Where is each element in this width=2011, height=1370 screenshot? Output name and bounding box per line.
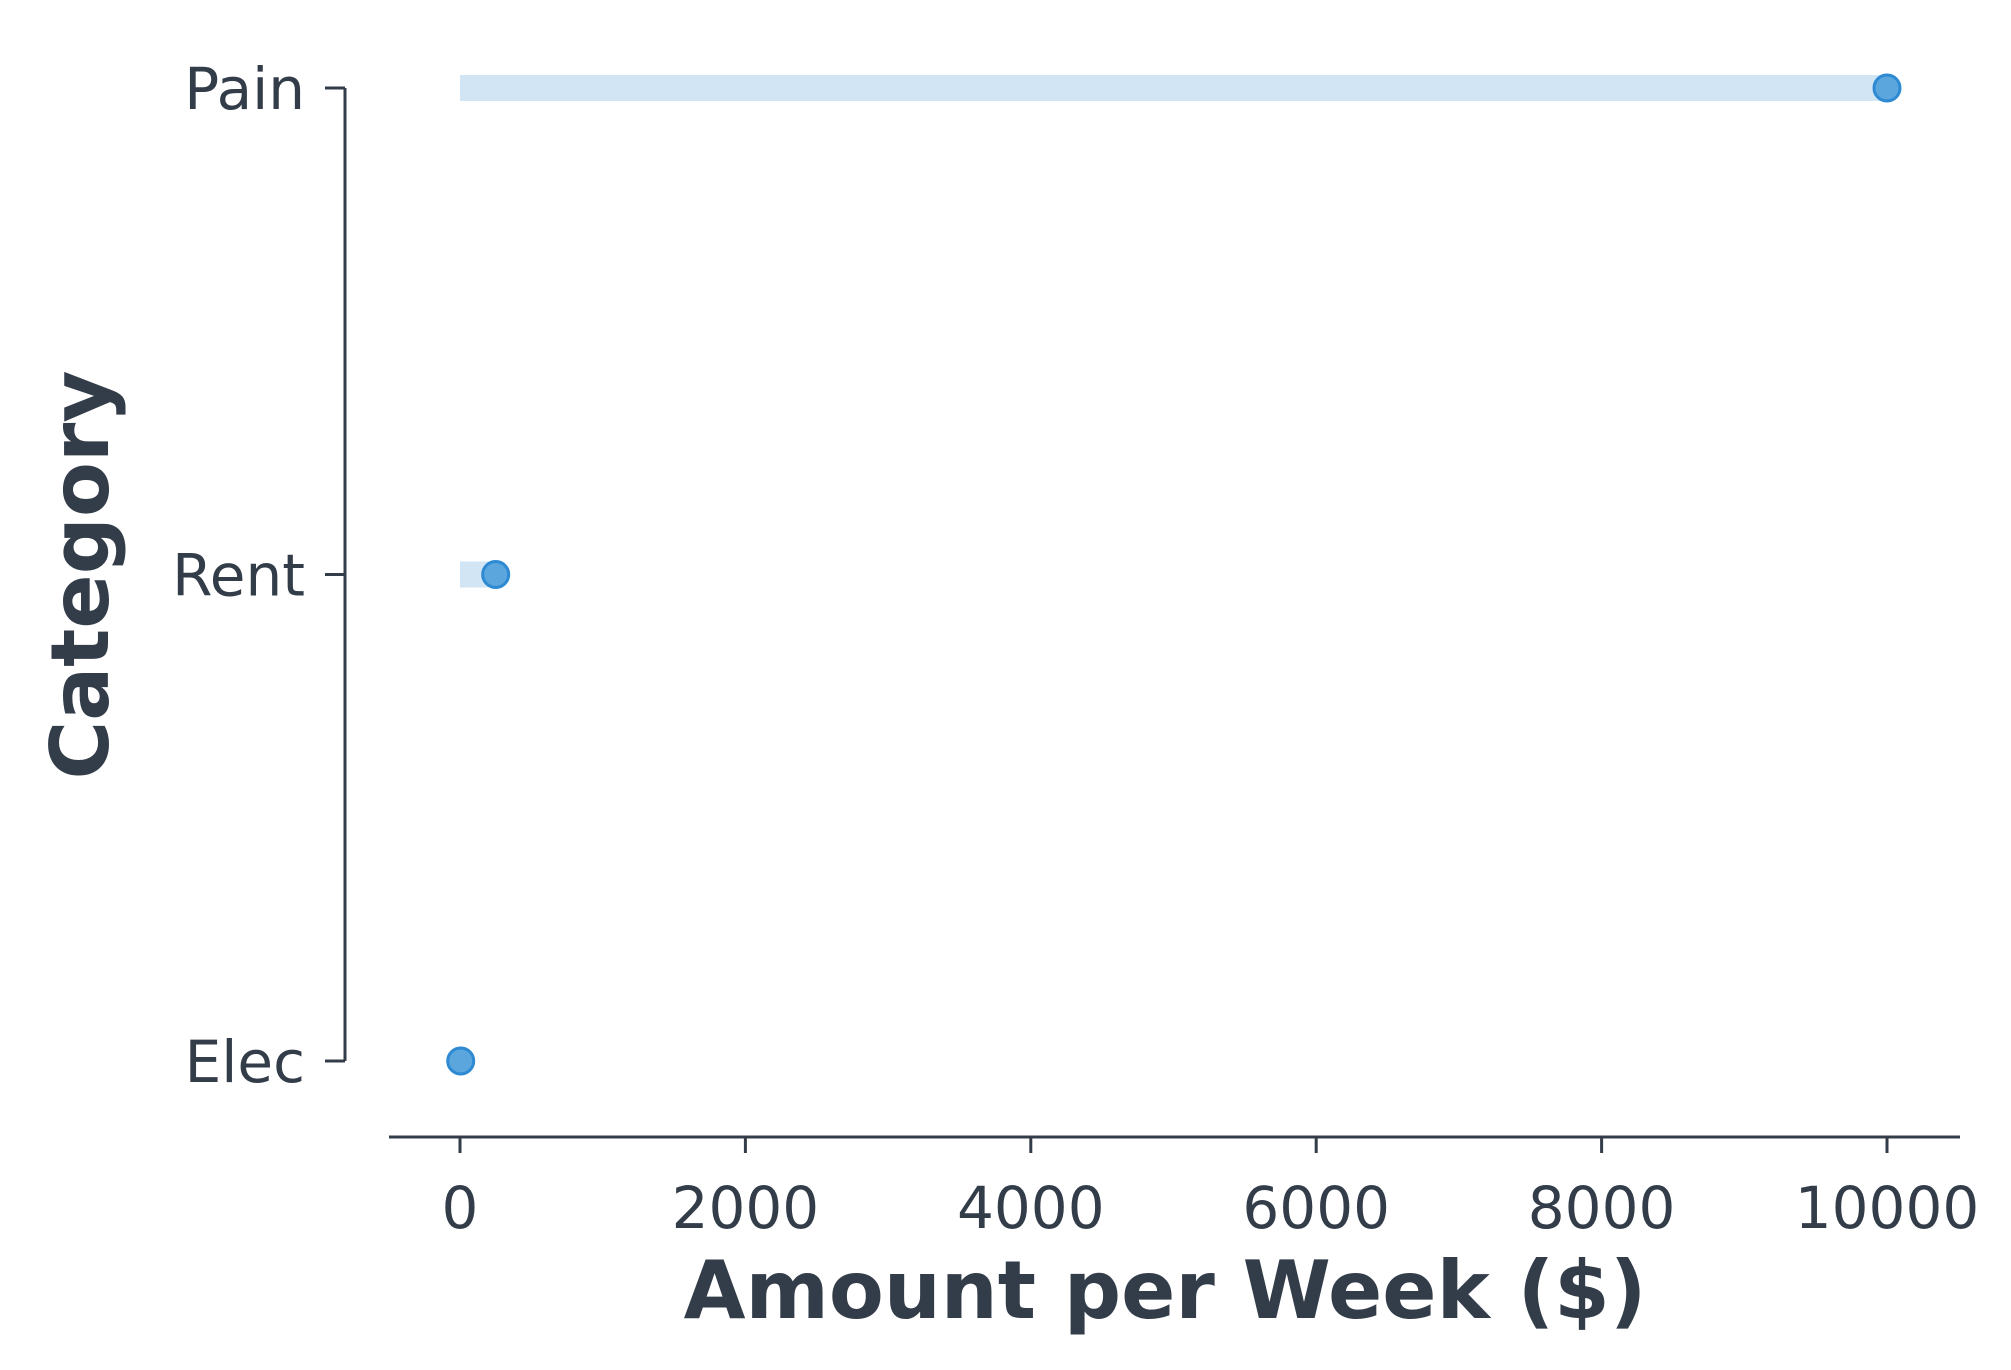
y-tick-label-rent: Rent <box>172 542 305 610</box>
x-tick-label: 6000 <box>1242 1174 1390 1242</box>
marker-elec <box>446 1046 476 1076</box>
y-tick-label-pain: Pain <box>184 55 305 123</box>
axes-layer <box>343 88 1960 1139</box>
marker-rent <box>481 560 511 589</box>
stem-pain <box>460 75 1887 101</box>
x-tick-label: 2000 <box>672 1174 820 1242</box>
y-tick-label-elec: Elec <box>185 1028 305 1096</box>
x-ticks-layer: 0 2000 4000 6000 8000 10000 <box>442 1137 1980 1242</box>
x-tick-label: 8000 <box>1528 1174 1676 1242</box>
x-tick-label: 0 <box>442 1174 479 1242</box>
x-tick-label: 4000 <box>957 1174 1105 1242</box>
y-ticks-layer: Pain Rent Elec <box>172 55 345 1096</box>
y-axis-title: Category <box>34 370 127 779</box>
marker-pain <box>1872 73 1902 103</box>
stems-layer <box>460 75 1887 1074</box>
x-axis-title: Amount per Week ($) <box>684 1244 1647 1337</box>
markers-layer <box>446 73 1902 1076</box>
x-tick-label: 10000 <box>1795 1174 1980 1242</box>
